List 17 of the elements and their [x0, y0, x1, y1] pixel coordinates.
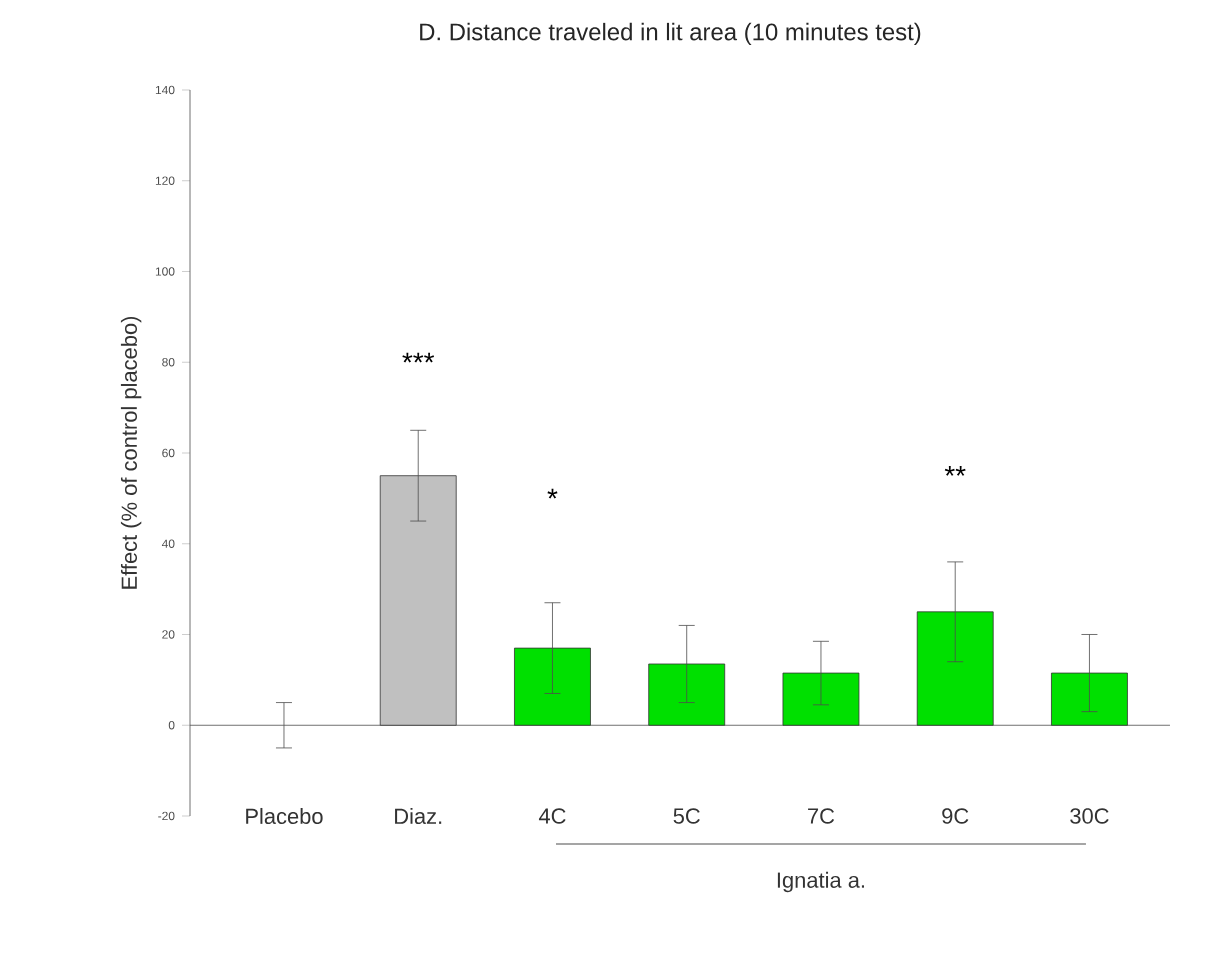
x-tick-label: 5C: [673, 808, 700, 824]
text: Ignatia a.: [777, 871, 865, 893]
annotation: **: [944, 466, 966, 476]
annotation: ***: [402, 352, 435, 363]
y-axis-title: Effect (% of control placebo): [120, 316, 142, 589]
bar: [648, 663, 726, 726]
x-tick-label: Diaz.: [395, 807, 442, 825]
x-tick-label: 4C: [538, 808, 566, 824]
bar: [379, 475, 457, 726]
x-tick-label: 7C: [808, 808, 835, 824]
annotation: *: [547, 488, 558, 499]
bar: [782, 672, 860, 726]
x-tick-label: 9C: [942, 808, 969, 824]
x-tick-label: 30C: [1070, 808, 1109, 824]
x-tick-label: Placebo: [246, 807, 323, 825]
chart-title: D. Distance traveled in lit area (10 minutes test): [420, 22, 921, 46]
bar: [916, 611, 994, 726]
